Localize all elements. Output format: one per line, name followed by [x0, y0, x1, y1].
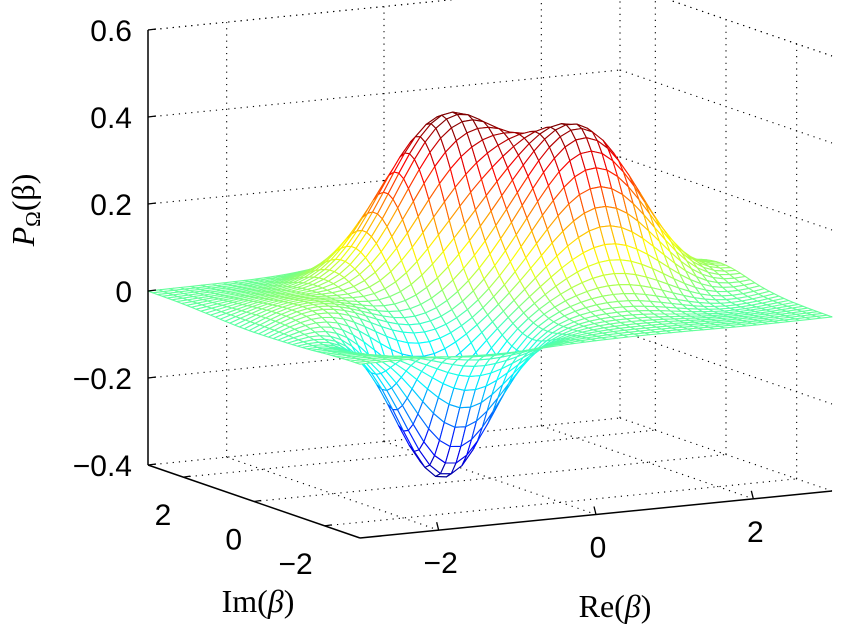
grid-line-x-floor	[226, 456, 439, 531]
z-tick-mark	[147, 463, 157, 466]
x-tick-label: −2	[424, 547, 458, 580]
y-tick-label: 0	[225, 524, 242, 557]
x-tick-mark	[593, 506, 597, 515]
y-tick-mark	[183, 475, 191, 478]
z-tick-label: 0.2	[90, 189, 132, 222]
x-tick-mark	[750, 490, 754, 499]
y-tick-label: −2	[278, 548, 312, 581]
z-tick-label: 0.6	[90, 15, 132, 48]
y-axis-label: Im(β)	[222, 583, 295, 619]
grid-line-z-side	[667, 0, 833, 57]
x-tick-mark	[436, 522, 440, 531]
z-tick-label: 0	[115, 276, 132, 309]
y-tick-mark	[253, 499, 262, 503]
grid-line-x-floor	[541, 425, 754, 500]
grid-top-edge-side	[667, 0, 833, 57]
z-tick-label: 0.4	[90, 102, 132, 135]
surface-cell	[815, 314, 833, 319]
y-tick-label: 2	[155, 499, 172, 532]
z-axis-label: PΩ(β)	[5, 174, 45, 248]
x-tick-label: 2	[747, 516, 764, 549]
z-tick-mark	[147, 289, 157, 292]
z-tick-mark	[147, 376, 157, 379]
x-tick-label: 0	[590, 532, 607, 565]
z-tick-label: −0.2	[73, 363, 132, 396]
surface-mesh	[147, 111, 833, 478]
tick-labels: 0.6 0.4 0.2 0 −0.2 −0.4 2 0 −2 −2 0 2	[73, 15, 764, 581]
z-tick-mark	[147, 202, 157, 205]
z-tick-mark	[147, 115, 157, 118]
y-tick-mark	[324, 524, 332, 527]
x-axis-label: Re(β)	[579, 588, 652, 624]
axes	[147, 28, 833, 539]
z-tick-label: −0.4	[73, 450, 132, 483]
z-tick-mark	[147, 28, 157, 31]
